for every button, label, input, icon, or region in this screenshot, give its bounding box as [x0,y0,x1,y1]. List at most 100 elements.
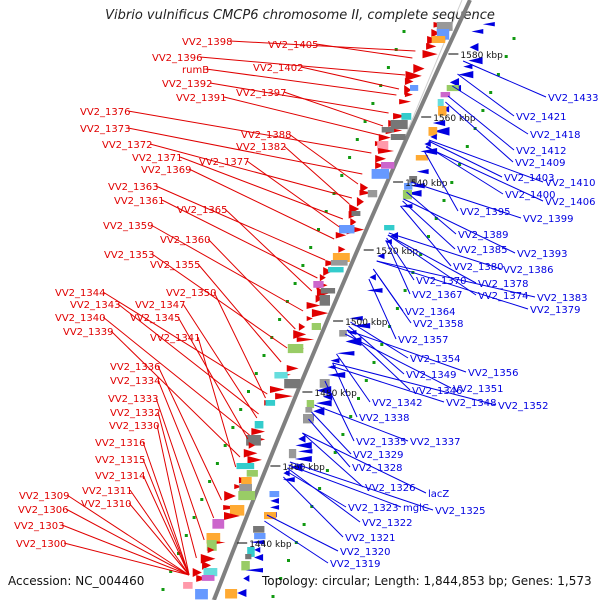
tick-dot [379,84,383,87]
tick-dot [504,55,508,58]
right-leader-line [372,268,412,324]
feature-block [305,407,313,413]
tick-dot [231,426,235,429]
reverse-gene [369,274,376,281]
feature-block [431,36,446,43]
right-leader-line [346,329,467,373]
tick-dot [364,379,368,382]
right-leader-line [264,520,329,564]
reverse-gene [469,43,479,52]
left-leader-line [156,424,190,576]
left-gene-label: VV2_1353 [104,250,155,261]
forward-gene [323,267,332,276]
feature-block [212,519,225,529]
feature-block [311,323,321,330]
tick-dot [388,325,392,328]
left-leader-line [161,199,318,279]
right-leader-line [283,476,344,538]
reverse-gene [282,477,295,483]
left-gene-label: VV2_1369 [141,165,192,176]
right-gene-label: VV2_1385 [457,245,508,256]
left-gene-label: VV2_1373 [80,124,131,135]
tick-dot [293,282,297,285]
right-leader-line [425,146,544,202]
tick-dot [450,181,454,184]
right-gene-label: VV2_1395 [460,207,511,218]
right-leader-line [368,278,397,340]
right-gene-label: VV2_1367 [412,290,463,301]
left-leader-line [315,43,413,59]
right-leader-line [426,145,504,195]
forward-gene [248,442,256,449]
left-leader-line [127,110,372,154]
right-leader-line [350,321,409,359]
tick-dot [371,102,375,105]
feature-block [320,288,336,294]
right-leader-line [386,237,415,281]
feature-block [436,22,453,31]
left-gene-label: VV2_1339 [63,327,114,338]
left-leader-line [188,168,335,240]
left-leader-line [182,303,258,419]
feature-block [409,176,418,183]
feature-block [446,85,459,92]
feature-block [254,421,264,429]
forward-gene [422,50,438,59]
left-gene-label: VV2_1347 [135,300,186,311]
tick-dot [340,174,344,177]
left-gene-label: VV2_1334 [110,376,161,387]
forward-gene [298,323,306,331]
feature-block [206,540,217,551]
forward-gene [360,183,369,193]
left-gene-label: VV2_1397 [236,88,287,99]
left-leader-line [157,365,222,501]
left-gene-label: VV2_1316 [95,438,146,449]
right-gene-label: VV2_1335 [356,437,407,448]
forward-gene [399,99,411,105]
left-leader-line [142,441,190,576]
left-gene-label: VV2_1332 [110,408,161,419]
left-leader-line [117,303,259,415]
right-leader-line [403,198,516,254]
tick-dot [372,361,376,364]
right-gene-label: VV2_1319 [330,559,381,570]
forward-gene [335,232,347,239]
left-gene-label: VV2_1355 [150,260,201,271]
tick-dot [355,138,359,141]
reverse-gene [336,351,355,356]
reverse-gene [410,183,425,189]
left-gene-label: VV2_1336 [110,362,161,373]
forward-gene [306,316,313,322]
right-gene-label: VV2_1320 [340,547,391,558]
forward-gene [200,554,216,564]
tick-dot [318,487,322,490]
reverse-gene [237,589,247,598]
feature-block [246,435,261,446]
left-leader-line [65,508,190,576]
tick-dot [285,300,289,303]
left-leader-line [129,489,190,576]
left-leader-line [283,145,350,205]
right-gene-label: VV2_1328 [352,463,403,474]
right-gene-label: VV2_1433 [548,93,599,104]
right-leader-line [447,95,515,151]
reverse-gene [416,169,429,175]
left-leader-line [229,40,416,52]
kbp-marker-label: 1560 kbp [433,114,476,124]
reverse-gene [463,64,473,70]
feature-block [225,589,238,599]
right-leader-line [387,234,477,284]
feature-block [183,582,193,589]
forward-gene [192,568,202,578]
right-leader-line [344,333,452,389]
reverse-gene [434,127,450,136]
reverse-gene [390,232,399,240]
feature-block [195,589,208,600]
feature-block [410,85,419,91]
forward-gene [375,155,387,163]
right-gene-label: VV2_1409 [515,158,566,169]
forward-gene [405,71,422,81]
feature-block [351,211,361,216]
feature-block [254,533,266,540]
